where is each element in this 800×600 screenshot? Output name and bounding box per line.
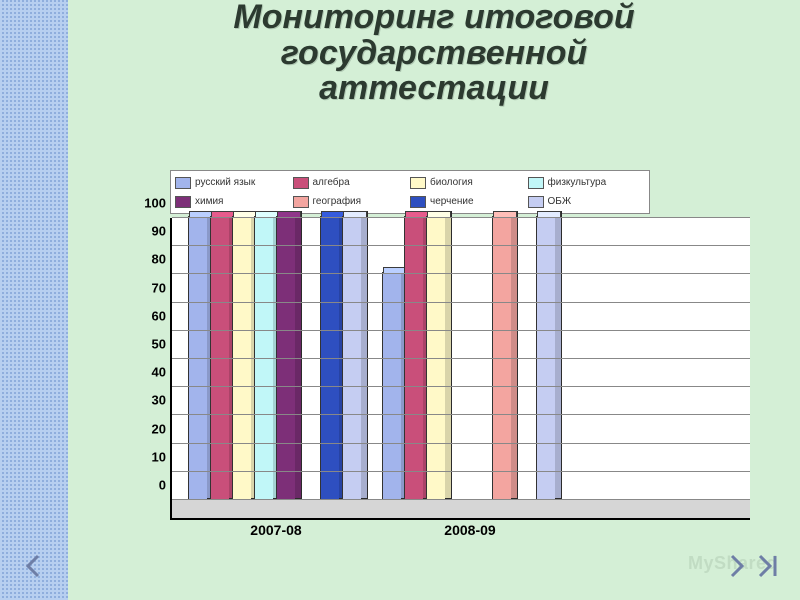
bar-side — [555, 211, 562, 499]
legend-swatch — [410, 177, 426, 189]
slide: Мониторинг итоговой государственной атте… — [0, 0, 800, 600]
grid-line — [172, 443, 750, 444]
legend-label: ОБЖ — [548, 196, 572, 207]
title-line-3: аттестации — [319, 69, 549, 107]
grid-line — [172, 330, 750, 331]
bar-side — [361, 211, 368, 499]
bar-side — [511, 211, 518, 499]
grid-line — [172, 471, 750, 472]
legend-label: физкультура — [548, 177, 607, 188]
legend-item: алгебра — [293, 173, 411, 192]
y-tick-label: 50 — [152, 337, 166, 352]
y-tick-label: 80 — [152, 252, 166, 267]
nav-next-button[interactable] — [722, 552, 750, 580]
legend-label: география — [313, 196, 362, 207]
y-tick-label: 100 — [144, 196, 166, 211]
nav-last-button[interactable] — [754, 552, 782, 580]
y-tick-label: 60 — [152, 308, 166, 323]
chart-bars — [172, 218, 750, 500]
grid-line — [172, 386, 750, 387]
legend-swatch — [528, 196, 544, 208]
grid-line — [172, 302, 750, 303]
nav-prev-button[interactable] — [20, 552, 48, 580]
legend-swatch — [175, 196, 191, 208]
legend-swatch — [410, 196, 426, 208]
legend-swatch — [293, 177, 309, 189]
y-tick-label: 0 — [159, 478, 166, 493]
legend-item: физкультура — [528, 173, 646, 192]
x-tick-label: 2007-08 — [250, 522, 301, 538]
legend-item: химия — [175, 192, 293, 211]
legend-label: русский язык — [195, 177, 255, 188]
chart-legend: русский язык алгебра биология физкультура хи… — [170, 170, 650, 214]
page-title: Мониторинг итоговой государственной атте… — [68, 0, 800, 107]
legend-swatch — [528, 177, 544, 189]
x-tick-label: 2008-09 — [444, 522, 495, 538]
grid-line — [172, 245, 750, 246]
legend-item: география — [293, 192, 411, 211]
y-tick-label: 10 — [152, 449, 166, 464]
bar-side — [295, 211, 302, 499]
y-tick-label: 20 — [152, 421, 166, 436]
y-tick-label: 40 — [152, 365, 166, 380]
chart: русский язык алгебра биология физкультура хи… — [110, 170, 750, 570]
grid-line — [172, 273, 750, 274]
legend-label: химия — [195, 196, 223, 207]
legend-item: биология — [410, 173, 528, 192]
legend-label: черчение — [430, 196, 474, 207]
title-line-1: Мониторинг итоговой — [233, 0, 634, 36]
grid-line — [172, 217, 750, 218]
legend-item: русский язык — [175, 173, 293, 192]
legend-item: черчение — [410, 192, 528, 211]
grid-line — [172, 499, 750, 500]
chart-plot-area: 01020304050607080901002007-082008-09 — [170, 218, 750, 520]
legend-label: биология — [430, 177, 473, 188]
legend-swatch — [293, 196, 309, 208]
grid-line — [172, 414, 750, 415]
legend-label: алгебра — [313, 177, 350, 188]
title-line-2: государственной — [281, 34, 587, 72]
bar-side — [445, 211, 452, 499]
chart-plot-floor — [172, 499, 750, 518]
y-tick-label: 90 — [152, 224, 166, 239]
y-tick-label: 30 — [152, 393, 166, 408]
grid-line — [172, 358, 750, 359]
y-tick-label: 70 — [152, 280, 166, 295]
legend-item: ОБЖ — [528, 192, 646, 211]
left-decorative-stripe — [0, 0, 68, 600]
legend-swatch — [175, 177, 191, 189]
